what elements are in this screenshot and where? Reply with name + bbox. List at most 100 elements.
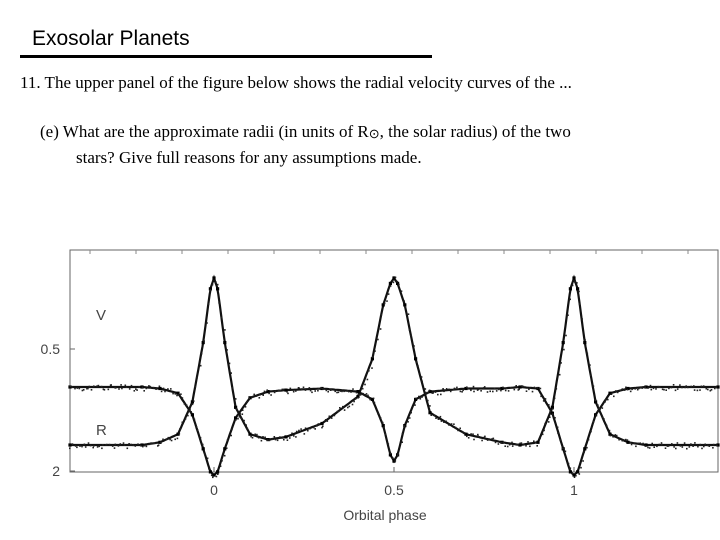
scatter-point [93, 385, 95, 387]
scatter-point [266, 389, 268, 391]
data-point [403, 303, 407, 307]
scatter-point [453, 388, 455, 391]
scatter-point [518, 388, 520, 391]
scatter-point [505, 387, 508, 389]
data-point [568, 470, 572, 474]
data-point [392, 276, 396, 280]
data-point [644, 443, 648, 447]
scatter-point [595, 414, 597, 417]
scatter-point [403, 300, 405, 302]
scatter-point [483, 386, 486, 388]
scatter-point [693, 389, 696, 391]
scatter-point [289, 387, 292, 390]
scatter-point [192, 400, 195, 402]
scatter-point [152, 386, 155, 389]
scatter-point [108, 443, 111, 446]
scatter-point [187, 414, 189, 417]
scatter-point [134, 445, 137, 447]
scatter-point [536, 445, 538, 447]
data-point [190, 413, 194, 417]
scatter-point [714, 387, 716, 390]
scatter-point [442, 388, 444, 390]
data-point [518, 385, 522, 389]
scatter-point [266, 439, 269, 441]
data-point [644, 385, 648, 389]
scatter-point [87, 387, 89, 390]
scatter-point [264, 436, 266, 439]
scatter-point [90, 389, 93, 391]
scatter-point [321, 426, 323, 429]
scatter-point [608, 429, 611, 432]
data-point [234, 405, 238, 409]
scatter-point [195, 426, 198, 428]
scatter-point [196, 429, 199, 431]
scatter-point [383, 302, 386, 305]
scatter-point [565, 334, 567, 337]
scatter-point [560, 362, 562, 364]
scatter-point [597, 404, 599, 406]
scatter-point [484, 435, 486, 438]
scatter-point [322, 388, 324, 390]
scatter-point [712, 443, 715, 446]
scatter-point [386, 300, 388, 302]
scatter-point [421, 396, 423, 398]
scatter-point [188, 410, 191, 412]
question-part-e: (e) What are the approximate radii (in u… [40, 120, 571, 170]
scatter-point [373, 401, 376, 404]
scatter-point [421, 380, 423, 383]
series-v-group [68, 274, 720, 450]
scatter-point [439, 415, 442, 418]
scatter-point [685, 385, 687, 387]
scatter-point [82, 389, 85, 391]
data-point [381, 303, 385, 307]
scatter-point [243, 419, 245, 422]
scatter-point [343, 409, 346, 411]
scatter-point [336, 391, 338, 394]
scatter-point [83, 443, 86, 446]
scatter-point [194, 386, 197, 388]
scatter-point [544, 422, 546, 425]
scatter-point [638, 387, 640, 390]
scatter-point [502, 386, 504, 389]
scatter-point [525, 445, 527, 447]
scatter-point [650, 388, 653, 391]
scatter-point [191, 403, 194, 406]
scatter-point [510, 387, 512, 389]
scatter-point [615, 390, 617, 392]
scatter-point [517, 443, 519, 446]
scatter-point [308, 387, 311, 389]
part-e-text-line2: stars? Give full reasons for any assumpt… [76, 148, 422, 167]
scatter-point [159, 441, 162, 443]
scatter-point [289, 437, 291, 439]
scatter-point [158, 385, 161, 388]
data-point [266, 390, 270, 394]
scatter-point [381, 421, 384, 424]
scatter-point [520, 442, 523, 444]
scatter-point [142, 445, 144, 448]
scatter-point [374, 350, 376, 352]
scatter-point [102, 388, 105, 391]
scatter-point [397, 453, 399, 455]
scatter-point [557, 432, 559, 434]
scatter-point [456, 386, 458, 389]
scatter-point [377, 412, 379, 415]
scatter-point [128, 388, 131, 390]
scatter-point [106, 443, 108, 446]
scatter-point [634, 388, 636, 390]
scatter-point [203, 340, 205, 342]
scatter-point [271, 438, 273, 440]
scatter-point [408, 417, 411, 419]
scatter-point [483, 436, 486, 439]
scatter-point [241, 409, 244, 411]
data-point [583, 447, 587, 451]
part-e-text-start: (e) What are the approximate radii (in u… [40, 122, 369, 141]
scatter-point [126, 447, 129, 450]
scatter-point [488, 438, 490, 440]
scatter-point [533, 440, 535, 442]
scatter-point [394, 276, 397, 279]
scatter-point [448, 424, 450, 426]
slide-title: Exosolar Planets [32, 27, 190, 50]
scatter-point [461, 431, 464, 433]
scatter-point [369, 398, 371, 401]
scatter-point [114, 443, 117, 446]
